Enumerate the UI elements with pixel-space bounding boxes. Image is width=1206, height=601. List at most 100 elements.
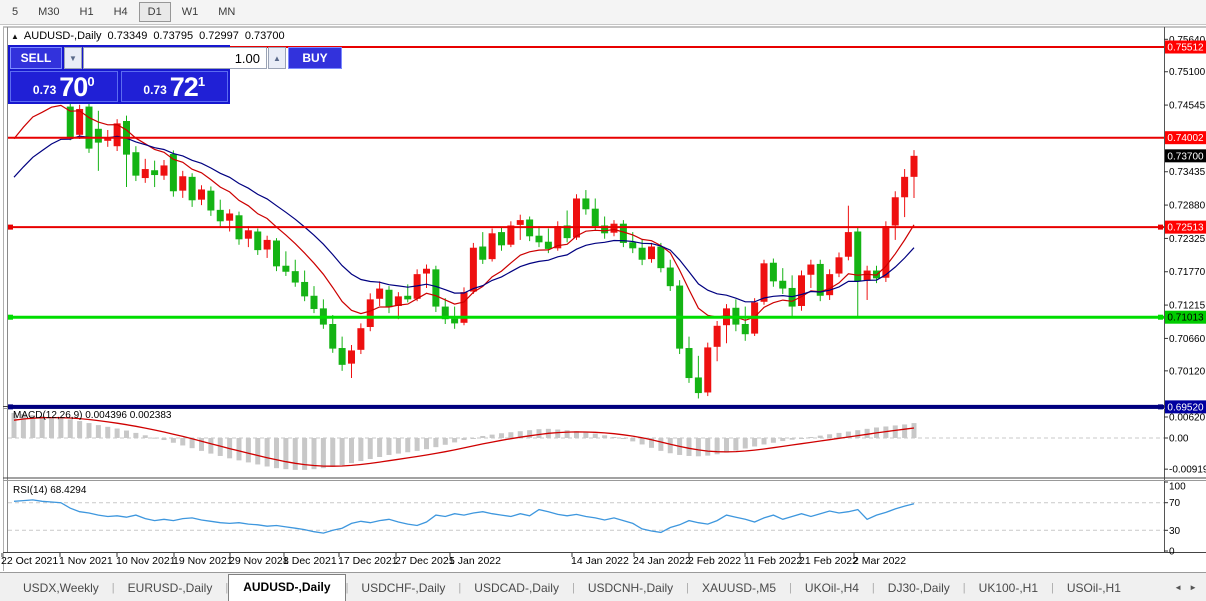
volume-input[interactable] [83, 47, 267, 69]
candle-up [376, 288, 384, 299]
svg-text:0.00: 0.00 [1169, 434, 1189, 445]
chart-tab-usdx-weekly[interactable]: USDX,Weekly [23, 581, 99, 595]
timeframe-button-h1[interactable]: H1 [71, 2, 103, 22]
macd-bar [770, 438, 776, 443]
candle-down [582, 198, 590, 210]
candle-down [498, 232, 505, 246]
timeframe-button-w1[interactable]: W1 [173, 2, 208, 22]
candle-up [863, 270, 871, 281]
tab-scroll-left-icon[interactable]: ◄ [1174, 583, 1183, 592]
candle-up [76, 108, 84, 135]
svg-text:27 Dec 2021: 27 Dec 2021 [395, 555, 455, 567]
macd-bar [86, 423, 92, 438]
candle-down [779, 280, 787, 289]
candle-up [910, 155, 918, 177]
candle-down [151, 170, 159, 176]
chart-tab-uk100-h1[interactable]: UK100-,H1 [978, 581, 1039, 595]
candles[interactable] [10, 53, 918, 399]
macd-bar [695, 438, 701, 457]
candle-down [291, 271, 299, 283]
svg-text:0.73435: 0.73435 [1169, 167, 1206, 178]
tab-separator: | [345, 582, 349, 594]
level-price-tag [1165, 131, 1206, 145]
candle-down [310, 295, 318, 309]
sell-button[interactable]: SELL [10, 47, 62, 69]
volume-increase-button[interactable]: ▲ [268, 47, 286, 69]
svg-text:2 Mar 2022: 2 Mar 2022 [853, 555, 906, 567]
tab-separator: | [962, 582, 966, 594]
macd-bar [236, 438, 242, 461]
macd-bar [564, 430, 570, 438]
macd-bar [555, 429, 561, 438]
macd-bar [639, 438, 645, 445]
sell-price-box[interactable]: 0.73 70 0 [10, 71, 118, 102]
candle-up [160, 165, 168, 176]
volume-stepper: ▼ ▲ [64, 47, 286, 69]
macd-bar [489, 434, 495, 438]
chart-tab-ukoil-h4[interactable]: UKOil-,H4 [804, 581, 859, 595]
macd-bar [649, 438, 654, 448]
volume-decrease-button[interactable]: ▼ [64, 47, 82, 69]
svg-text:24 Jan 2022: 24 Jan 2022 [633, 555, 691, 567]
candle-up [610, 223, 618, 233]
chart-tab-audusd-daily[interactable]: AUDUSD-,Daily [228, 574, 346, 601]
candle-up [357, 328, 365, 350]
chart-tab-usdcad-daily[interactable]: USDCAD-,Daily [474, 581, 559, 595]
svg-text:0.75512: 0.75512 [1167, 43, 1204, 54]
svg-text:0.70120: 0.70120 [1169, 366, 1206, 377]
svg-text:0.71013: 0.71013 [1167, 313, 1204, 324]
timeframe-button-m30[interactable]: M30 [29, 2, 68, 22]
tab-separator: | [458, 582, 462, 594]
svg-text:0.72513: 0.72513 [1167, 223, 1204, 234]
macd-bar [686, 438, 692, 456]
macd-bar [620, 438, 626, 440]
chart-tab-xauusd-m5[interactable]: XAUUSD-,M5 [702, 581, 777, 595]
svg-text:0.69520: 0.69520 [1167, 402, 1204, 413]
buy-price-sup: 1 [197, 74, 206, 89]
macd-bar [358, 438, 364, 462]
macd-bar [105, 426, 111, 438]
timeframe-button-d1[interactable]: D1 [138, 2, 171, 22]
macd-bar [142, 435, 148, 438]
price-axis: 0.75640 0.75100 0.74545 0.73435 0.72880 0.723… [1164, 35, 1206, 414]
chart-tab-eurusd-daily[interactable]: EURUSD-,Daily [127, 581, 213, 595]
timeframe-button-mn[interactable]: MN [209, 2, 244, 22]
tab-separator: | [1051, 582, 1054, 594]
chart-tab-usdchf-daily[interactable]: USDCHF-,Daily [361, 581, 446, 595]
chart-tab-dj30-daily[interactable]: DJ30-,Daily [887, 581, 950, 595]
level-price-tag [1165, 400, 1206, 414]
svg-text:0.70660: 0.70660 [1169, 334, 1206, 345]
macd-bar [508, 432, 514, 438]
timeframe-button-5[interactable]: 5 [3, 2, 27, 22]
candle-up [798, 275, 805, 306]
candle-up [826, 274, 834, 296]
candle-up [113, 123, 121, 147]
buy-price-big: 72 [169, 72, 199, 102]
svg-text:0.73700: 0.73700 [1167, 151, 1204, 162]
candle-up [835, 257, 843, 274]
one-click-trading-panel: SELL ▼ ▲ BUY 0.73 70 0 0.73 72 1 [8, 45, 342, 104]
collapse-panel-icon[interactable]: ▲ [11, 31, 19, 41]
svg-text:100: 100 [1169, 482, 1186, 493]
candle-down [404, 295, 412, 300]
level-handle [1158, 314, 1163, 320]
candle-down [741, 323, 749, 335]
chart-tab-usdcnh-daily[interactable]: USDCNH-,Daily [587, 581, 674, 595]
macd-bar [630, 438, 636, 442]
chart-tab-usoil-h1[interactable]: USOil-,H1 [1066, 581, 1121, 595]
candle-down [685, 348, 693, 379]
candle-down [207, 190, 215, 211]
macd-bar [480, 435, 486, 438]
svg-text:0: 0 [1169, 547, 1175, 558]
macd-bar [133, 432, 139, 438]
buy-price-box[interactable]: 0.73 72 1 [120, 71, 228, 102]
candle-down [816, 263, 824, 296]
timeframe-button-h4[interactable]: H4 [105, 2, 137, 22]
ohlc-open: 0.73349 [107, 30, 148, 42]
macd-bar [470, 438, 476, 439]
rsi-indicator-label: RSI(14) 68.4294 [13, 485, 87, 496]
buy-button[interactable]: BUY [288, 47, 342, 69]
tab-scroll-right-icon[interactable]: ► [1189, 583, 1197, 592]
